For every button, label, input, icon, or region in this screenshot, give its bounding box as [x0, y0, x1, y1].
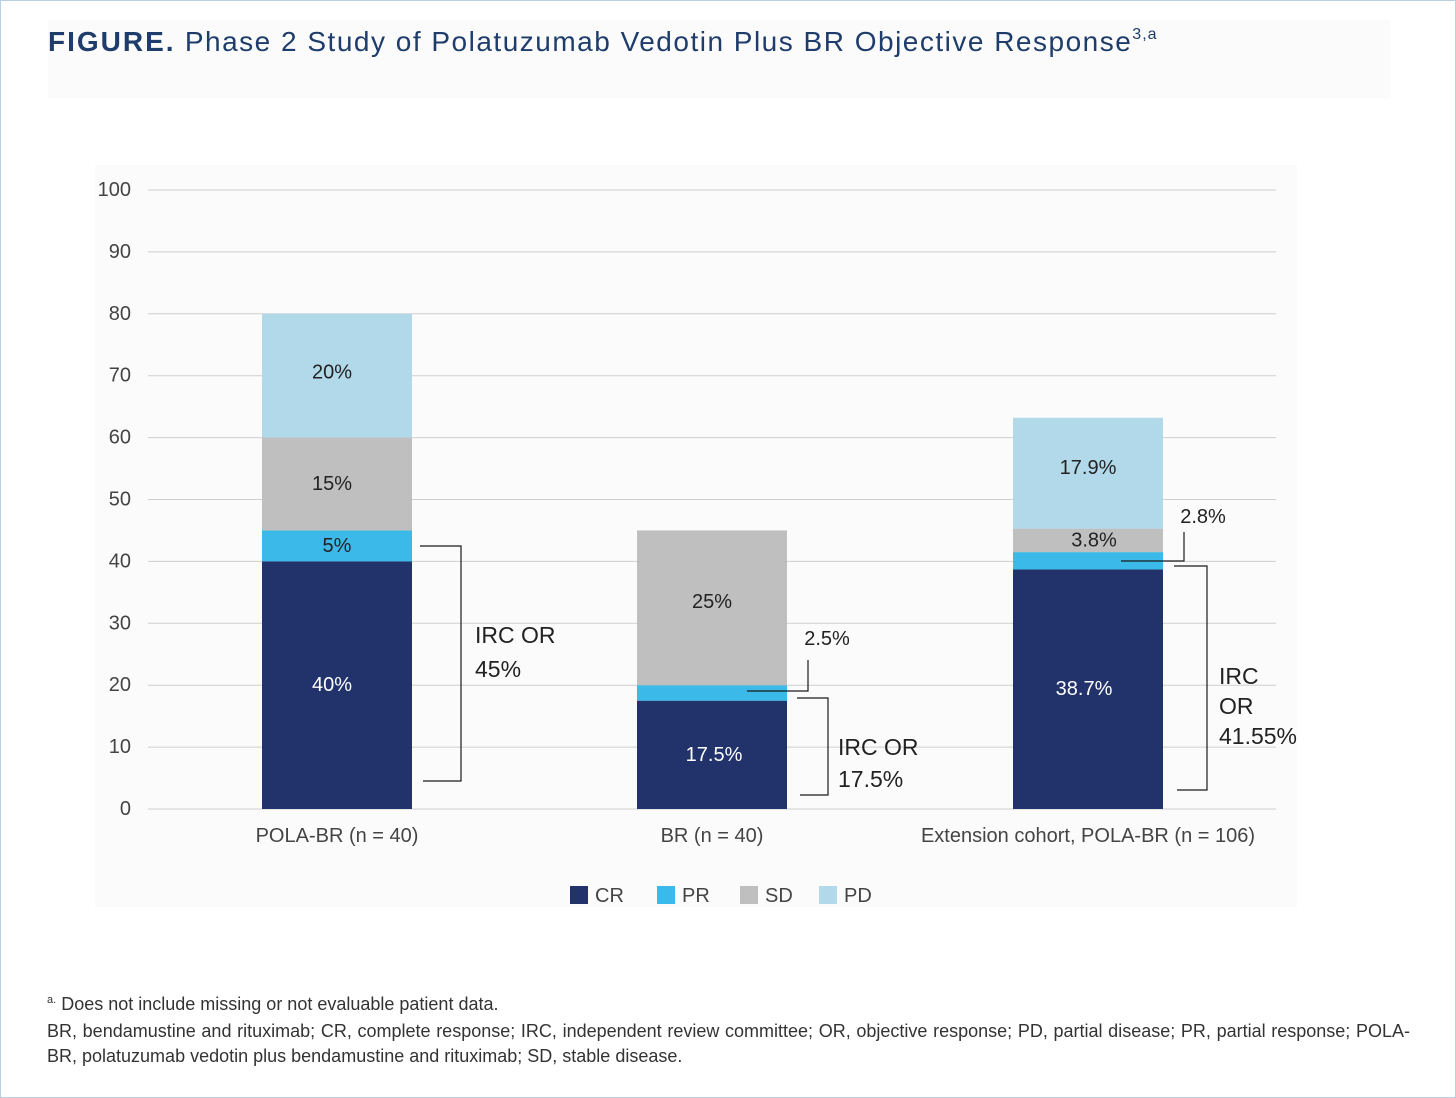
y-tick-label-0: 0 — [120, 798, 131, 820]
legend-swatch-pd — [819, 886, 837, 904]
figure-title-text: Phase 2 Study of Polatuzumab Vedotin Plu… — [184, 26, 1133, 57]
y-tick-label-60: 60 — [109, 427, 131, 449]
irc-or-bracket-0 — [420, 545, 462, 782]
data-label-cr-0: 40% — [312, 674, 352, 696]
x-tick-label-1: BR (n = 40) — [661, 825, 764, 847]
irc-or-annotation-2-line-2: 41.55% — [1219, 723, 1297, 749]
legend-label-cr: CR — [595, 885, 624, 907]
bar-sd-1 — [637, 530, 787, 686]
data-label-pd-2: 17.9% — [1060, 457, 1117, 479]
footnote-abbreviations: BR, bendamustine and rituximab; CR, comp… — [47, 1021, 1410, 1066]
bar-pr-2 — [1013, 552, 1163, 570]
bar-cr-0 — [262, 561, 412, 809]
data-label-sd-1: 25% — [692, 591, 732, 613]
y-tick-label-10: 10 — [109, 736, 131, 758]
x-tick-label-0: POLA-BR (n = 40) — [256, 825, 419, 847]
data-label-pr-1: 2.5% — [804, 628, 850, 650]
data-label-sd-2: 3.8% — [1071, 529, 1117, 551]
y-tick-label-100: 100 — [98, 179, 131, 201]
bar-cr-2 — [1013, 569, 1163, 809]
data-label-sd-0: 15% — [312, 473, 352, 495]
title-band — [48, 20, 1390, 98]
y-tick-label-90: 90 — [109, 241, 131, 263]
irc-or-bracket-1 — [797, 697, 829, 796]
footnotes: a. Does not include missing or not evalu… — [47, 988, 1410, 1069]
footnote-a-mark: a. — [47, 994, 57, 1006]
bar-pd-0 — [262, 313, 412, 438]
callout-line-pr-2 — [1121, 532, 1185, 562]
legend-label-pr: PR — [682, 885, 710, 907]
bar-pd-2 — [1013, 417, 1163, 529]
y-tick-label-50: 50 — [109, 489, 131, 511]
footnote-a: a. Does not include missing or not evalu… — [47, 988, 1410, 1017]
figure-tag: FIGURE. — [48, 26, 176, 57]
data-label-pd-0: 20% — [312, 362, 352, 384]
bar-pr-0 — [262, 530, 412, 562]
data-label-pr-2: 2.8% — [1180, 506, 1226, 528]
y-tick-label-70: 70 — [109, 365, 131, 387]
legend-swatch-pr — [657, 886, 675, 904]
data-label-pr-0: 5% — [323, 535, 352, 557]
irc-or-annotation-1-line-0: IRC OR — [838, 734, 919, 760]
irc-or-annotation-1-line-1: 17.5% — [838, 766, 903, 792]
irc-or-annotation-0-line-1: 45% — [475, 656, 521, 682]
x-tick-label-2: Extension cohort, POLA-BR (n = 106) — [921, 825, 1255, 847]
footnote-a-text: Does not include missing or not evaluabl… — [61, 994, 499, 1014]
irc-or-annotation-2-line-0: IRC — [1219, 663, 1259, 689]
irc-or-annotation-0-line-0: IRC OR — [475, 622, 556, 648]
y-tick-label-30: 30 — [109, 612, 131, 634]
y-tick-label-20: 20 — [109, 674, 131, 696]
stacked-bar-chart: 0 10 20 30 40 50 60 70 80 90 100 POLA-BR (n = 40) BR… — [98, 179, 1297, 907]
bar-sd-0 — [262, 437, 412, 531]
legend-label-pd: PD — [844, 885, 872, 907]
bar-cr-1 — [637, 700, 787, 809]
data-label-cr-2: 38.7% — [1056, 678, 1113, 700]
y-tick-label-80: 80 — [109, 303, 131, 325]
bar-pr-1 — [637, 685, 787, 701]
irc-or-bracket-2 — [1174, 565, 1208, 791]
y-tick-label-40: 40 — [109, 550, 131, 572]
data-label-cr-1: 17.5% — [686, 744, 743, 766]
bar-sd-2 — [1013, 528, 1163, 553]
legend-swatch-cr — [570, 886, 588, 904]
legend-label-sd: SD — [765, 885, 793, 907]
figure-title-superscript: 3,a — [1132, 26, 1158, 43]
figure-title: FIGURE. Phase 2 Study of Polatuzumab Ved… — [48, 26, 1158, 58]
irc-or-annotation-2-line-1: OR — [1219, 693, 1254, 719]
legend-swatch-sd — [740, 886, 758, 904]
callout-line-pr-1 — [747, 660, 809, 692]
